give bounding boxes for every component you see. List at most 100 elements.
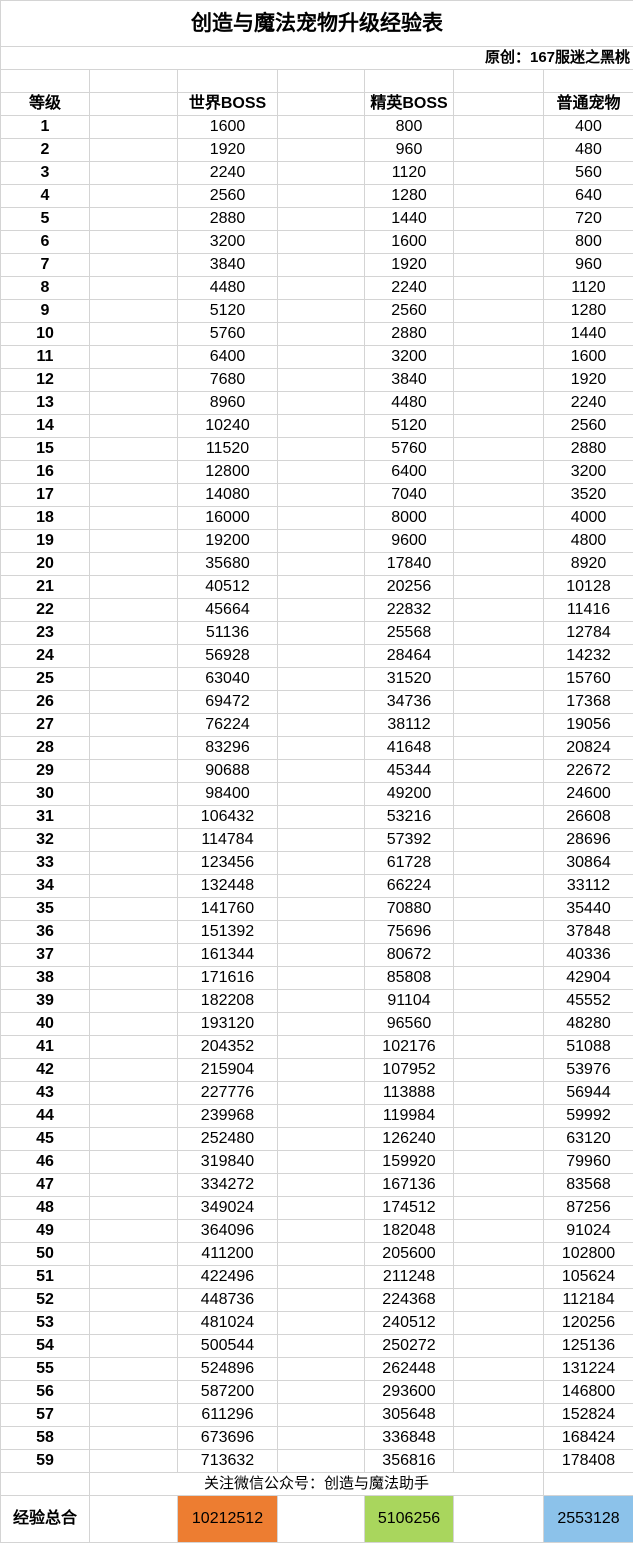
cell-world-boss[interactable]: 123456 — [178, 852, 278, 875]
cell-normal-pet[interactable]: 87256 — [544, 1197, 633, 1220]
cell-elite-boss[interactable]: 119984 — [365, 1105, 454, 1128]
wechat-note[interactable]: 关注微信公众号：创造与魔法助手 — [90, 1473, 544, 1496]
cell-normal-pet[interactable]: 33112 — [544, 875, 633, 898]
cell-level[interactable]: 52 — [1, 1289, 90, 1312]
empty-cell[interactable] — [90, 990, 178, 1013]
empty-cell[interactable] — [90, 668, 178, 691]
cell-world-boss[interactable]: 204352 — [178, 1036, 278, 1059]
cell-level[interactable]: 23 — [1, 622, 90, 645]
cell-level[interactable]: 19 — [1, 530, 90, 553]
cell-elite-boss[interactable]: 9600 — [365, 530, 454, 553]
empty-cell[interactable] — [90, 691, 178, 714]
empty-cell[interactable] — [278, 438, 365, 461]
cell-elite-boss[interactable]: 66224 — [365, 875, 454, 898]
empty-cell[interactable] — [278, 392, 365, 415]
cell-world-boss[interactable]: 14080 — [178, 484, 278, 507]
cell-normal-pet[interactable]: 79960 — [544, 1151, 633, 1174]
sheet-title[interactable]: 创造与魔法宠物升级经验表 — [1, 1, 633, 47]
empty-cell[interactable] — [90, 254, 178, 277]
empty-cell[interactable] — [454, 1128, 544, 1151]
cell-world-boss[interactable]: 63040 — [178, 668, 278, 691]
empty-cell[interactable] — [90, 783, 178, 806]
cell-elite-boss[interactable]: 5760 — [365, 438, 454, 461]
cell-world-boss[interactable]: 319840 — [178, 1151, 278, 1174]
empty-cell[interactable] — [454, 415, 544, 438]
empty-cell[interactable] — [454, 116, 544, 139]
cell-level[interactable]: 12 — [1, 369, 90, 392]
cell-elite-boss[interactable]: 1280 — [365, 185, 454, 208]
empty-cell[interactable] — [278, 1289, 365, 1312]
empty-cell[interactable] — [454, 875, 544, 898]
header-elite-boss[interactable]: 精英BOSS — [365, 93, 454, 116]
cell-world-boss[interactable]: 19200 — [178, 530, 278, 553]
empty-cell[interactable] — [278, 783, 365, 806]
empty-cell[interactable] — [454, 1358, 544, 1381]
empty-cell[interactable] — [454, 392, 544, 415]
empty-cell[interactable] — [278, 1220, 365, 1243]
cell-elite-boss[interactable]: 224368 — [365, 1289, 454, 1312]
empty-cell[interactable] — [90, 461, 178, 484]
cell-level[interactable]: 31 — [1, 806, 90, 829]
cell-elite-boss[interactable]: 70880 — [365, 898, 454, 921]
cell-elite-boss[interactable]: 240512 — [365, 1312, 454, 1335]
empty-cell[interactable] — [90, 622, 178, 645]
empty-cell[interactable] — [90, 1243, 178, 1266]
empty-cell[interactable] — [278, 507, 365, 530]
cell-world-boss[interactable]: 182208 — [178, 990, 278, 1013]
empty-cell[interactable] — [278, 369, 365, 392]
cell-elite-boss[interactable]: 85808 — [365, 967, 454, 990]
cell-normal-pet[interactable]: 720 — [544, 208, 633, 231]
cell-normal-pet[interactable]: 14232 — [544, 645, 633, 668]
empty-cell[interactable] — [278, 484, 365, 507]
empty-cell[interactable] — [90, 323, 178, 346]
empty-cell[interactable] — [90, 553, 178, 576]
empty-cell[interactable] — [278, 852, 365, 875]
cell-world-boss[interactable]: 11520 — [178, 438, 278, 461]
cell-elite-boss[interactable]: 7040 — [365, 484, 454, 507]
cell-level[interactable]: 57 — [1, 1404, 90, 1427]
cell-normal-pet[interactable]: 800 — [544, 231, 633, 254]
empty-cell[interactable] — [90, 1358, 178, 1381]
cell-elite-boss[interactable]: 211248 — [365, 1266, 454, 1289]
cell-normal-pet[interactable]: 640 — [544, 185, 633, 208]
cell-world-boss[interactable]: 611296 — [178, 1404, 278, 1427]
empty-cell[interactable] — [90, 484, 178, 507]
cell-level[interactable]: 30 — [1, 783, 90, 806]
cell-level[interactable]: 58 — [1, 1427, 90, 1450]
empty-cell[interactable] — [90, 162, 178, 185]
empty-cell[interactable] — [90, 921, 178, 944]
empty-cell[interactable] — [278, 921, 365, 944]
empty-cell[interactable] — [278, 139, 365, 162]
empty-cell[interactable] — [90, 806, 178, 829]
empty-cell[interactable] — [278, 1381, 365, 1404]
cell-normal-pet[interactable]: 15760 — [544, 668, 633, 691]
empty-cell[interactable] — [90, 599, 178, 622]
cell-normal-pet[interactable]: 37848 — [544, 921, 633, 944]
empty-cell[interactable] — [90, 1381, 178, 1404]
empty-cell[interactable] — [454, 1197, 544, 1220]
cell-normal-pet[interactable]: 400 — [544, 116, 633, 139]
cell-world-boss[interactable]: 587200 — [178, 1381, 278, 1404]
total-elite-boss[interactable]: 5106256 — [365, 1496, 454, 1543]
cell-elite-boss[interactable]: 113888 — [365, 1082, 454, 1105]
cell-level[interactable]: 21 — [1, 576, 90, 599]
cell-level[interactable]: 16 — [1, 461, 90, 484]
cell-level[interactable]: 8 — [1, 277, 90, 300]
cell-level[interactable]: 2 — [1, 139, 90, 162]
cell-normal-pet[interactable]: 152824 — [544, 1404, 633, 1427]
author-credit[interactable]: 原创：167服迷之黑桃 — [1, 47, 633, 70]
cell-elite-boss[interactable]: 126240 — [365, 1128, 454, 1151]
cell-world-boss[interactable]: 98400 — [178, 783, 278, 806]
empty-cell[interactable] — [278, 1404, 365, 1427]
empty-cell[interactable] — [278, 323, 365, 346]
empty-cell[interactable] — [90, 369, 178, 392]
empty-cell[interactable] — [90, 852, 178, 875]
empty-cell[interactable] — [278, 691, 365, 714]
cell-normal-pet[interactable]: 2880 — [544, 438, 633, 461]
cell-elite-boss[interactable]: 800 — [365, 116, 454, 139]
cell-world-boss[interactable]: 349024 — [178, 1197, 278, 1220]
empty-cell[interactable] — [278, 1312, 365, 1335]
cell-world-boss[interactable]: 411200 — [178, 1243, 278, 1266]
cell-level[interactable]: 36 — [1, 921, 90, 944]
cell-elite-boss[interactable]: 167136 — [365, 1174, 454, 1197]
